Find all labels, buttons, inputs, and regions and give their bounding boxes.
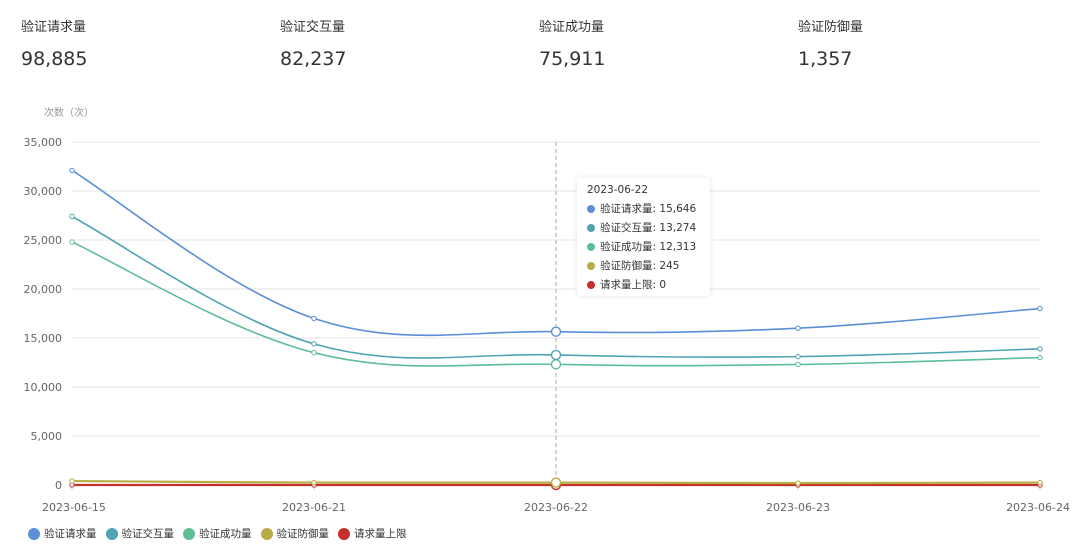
data-point[interactable]: [311, 350, 317, 356]
tooltip-title: 2023-06-22: [587, 184, 649, 196]
data-point[interactable]: [795, 353, 801, 360]
legend-item[interactable]: 验证请求量: [28, 526, 97, 541]
stat-success-count: 验证成功量 75,911: [539, 16, 605, 70]
stat-value: 1,357: [798, 48, 853, 70]
series-group: [69, 167, 1043, 491]
series-dot-icon: [587, 224, 595, 232]
x-tick-label: 2023-06-24: [1006, 501, 1070, 514]
legend-dot-icon: [28, 527, 40, 540]
legend-dot-icon: [260, 527, 273, 540]
legend-label: 请求量上限: [354, 528, 407, 540]
tooltip-row: 验证成功量: 12,313: [587, 238, 700, 257]
data-point[interactable]: [311, 479, 317, 486]
stat-value: 82,237: [280, 48, 347, 70]
stat-label: 验证交互量: [280, 20, 346, 35]
legend-label: 验证防御量: [276, 528, 330, 540]
y-tick-label: 15,000: [24, 332, 63, 345]
tooltip-series-value: 12,313: [659, 241, 697, 253]
y-tick-label: 0: [55, 479, 62, 492]
legend-item[interactable]: 验证交互量: [105, 526, 175, 541]
data-point[interactable]: [1037, 346, 1043, 352]
tooltip-row: 验证防御量: 245: [587, 257, 700, 276]
legend-dot-icon: [105, 527, 118, 540]
stat-defense-count: 验证防御量 1,357: [798, 16, 863, 70]
legend-item[interactable]: 验证成功量: [183, 526, 252, 541]
legend-label: 验证成功量: [199, 528, 252, 540]
tooltip-series-name: 验证成功量: [600, 241, 653, 253]
legend-label: 验证交互量: [121, 528, 175, 540]
tooltip-series-value: 0: [659, 279, 667, 291]
x-tick-label: 2023-06-22: [524, 501, 588, 514]
tooltip-row: 验证交互量: 13,274: [587, 219, 700, 238]
tooltip-series-value: 13,274: [659, 222, 697, 234]
stat-value: 98,885: [21, 48, 88, 70]
x-tick-label: 2023-06-23: [766, 501, 830, 514]
data-point[interactable]: [69, 167, 75, 174]
data-point[interactable]: [1037, 479, 1043, 486]
series-dot-icon: [587, 243, 595, 251]
series-dot-icon: [587, 281, 595, 289]
data-point[interactable]: [69, 478, 75, 484]
tooltip: 2023-06-22 验证请求量: 15,646 验证交互量: 13,274 验证成…: [577, 178, 710, 296]
data-point[interactable]: [550, 326, 562, 337]
y-tick-label: 35,000: [24, 136, 63, 149]
legend-item[interactable]: 请求量上限: [338, 526, 407, 541]
series-dot-icon: [587, 262, 595, 270]
legend-label: 验证请求量: [44, 528, 97, 540]
legend-dot-icon: [338, 527, 350, 540]
y-tick-label: 30,000: [24, 185, 63, 198]
stat-value: 75,911: [539, 48, 606, 70]
data-point[interactable]: [311, 315, 317, 322]
data-point[interactable]: [795, 480, 801, 486]
data-point[interactable]: [1037, 305, 1043, 312]
stat-interaction-count: 验证交互量 82,237: [280, 16, 346, 70]
legend-dot-icon: [183, 527, 195, 540]
tooltip-series-name: 验证请求量: [600, 203, 653, 215]
x-tick-label: 2023-06-15: [42, 501, 106, 514]
data-point[interactable]: [795, 325, 801, 331]
y-tick-label: 10,000: [24, 381, 63, 394]
legend: 验证请求量 验证交互量 验证成功量 验证防御量 请求量上限: [28, 526, 407, 541]
data-point[interactable]: [550, 477, 562, 488]
y-tick-label: 5,000: [31, 430, 63, 443]
data-point[interactable]: [69, 213, 75, 220]
tooltip-series-value: 15,646: [659, 203, 697, 215]
stat-label: 验证防御量: [798, 20, 864, 35]
series-dot-icon: [587, 205, 595, 213]
stat-request-count: 验证请求量 98,885: [21, 16, 87, 70]
y-axis-label: 次数（次）: [44, 106, 94, 119]
stat-label: 验证成功量: [539, 20, 605, 35]
tooltip-series-name: 验证交互量: [600, 222, 653, 234]
tooltip-row: 请求量上限: 0: [587, 276, 700, 295]
x-axis-ticks: 2023-06-15 2023-06-21 2023-06-22 2023-06-23…: [42, 485, 1070, 514]
tooltip-series-name: 验证防御量: [600, 260, 653, 272]
data-point[interactable]: [69, 239, 75, 245]
data-point[interactable]: [550, 349, 562, 361]
y-tick-label: 25,000: [24, 234, 63, 247]
legend-item[interactable]: 验证防御量: [260, 526, 330, 541]
y-tick-label: 20,000: [24, 283, 63, 296]
data-point[interactable]: [311, 341, 317, 347]
y-axis-ticks: 0 5,000 10,000 15,000 20,000 25,000 30,000 35,0…: [24, 136, 63, 492]
tooltip-series-value: 245: [659, 260, 680, 272]
data-point[interactable]: [1037, 354, 1043, 361]
data-point[interactable]: [795, 361, 801, 368]
stat-label: 验证请求量: [21, 20, 87, 35]
data-point[interactable]: [550, 359, 562, 370]
x-tick-label: 2023-06-21: [282, 501, 346, 514]
tooltip-series-name: 请求量上限: [600, 279, 653, 291]
tooltip-row: 验证请求量: 15,646: [587, 200, 700, 219]
